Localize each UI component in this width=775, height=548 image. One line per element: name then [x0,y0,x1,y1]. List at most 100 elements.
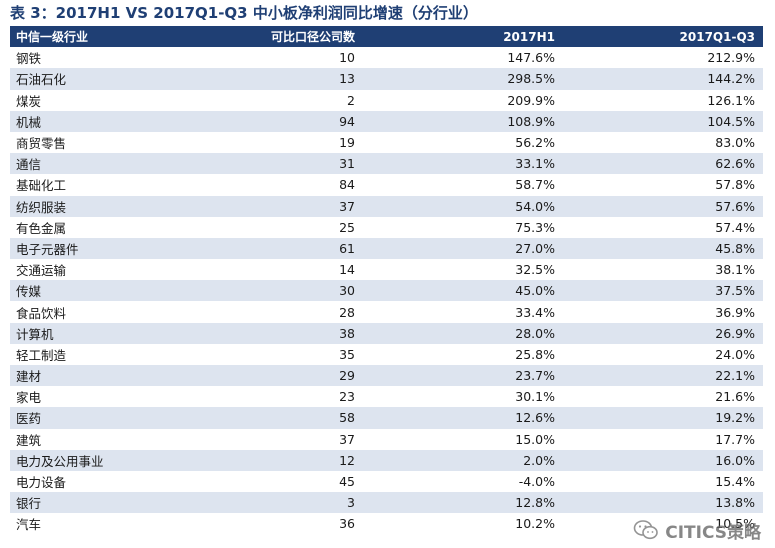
table-row: 电子元器件 61 27.0% 45.8% [10,237,763,260]
q1-q3-growth-cell: 17.7% [563,428,763,450]
company-count-cell: 28 [158,301,363,323]
industry-cell: 石油石化 [10,68,158,90]
h1-growth-cell: 75.3% [363,216,563,238]
q1-q3-growth-cell: 144.2% [563,68,763,90]
q1-q3-growth-cell: 21.6% [563,386,763,408]
table-row: 商贸零售 19 56.2% 83.0% [10,131,763,154]
company-count-cell: 2 [158,89,363,111]
h1-growth-cell: 298.5% [363,68,563,90]
industry-cell: 家电 [10,386,158,408]
company-count-cell: 12 [158,449,363,471]
table-row: 轻工制造 35 25.8% 24.0% [10,343,763,365]
company-count-cell: 23 [158,386,363,408]
industry-cell: 建筑 [10,428,158,450]
industry-cell: 煤炭 [10,89,158,111]
table-row: 医药 58 12.6% 19.2% [10,407,763,429]
industry-cell: 有色金属 [10,216,158,238]
table-row: 交通运输 14 32.5% 38.1% [10,259,763,281]
table-row: 建材 29 23.7% 22.1% [10,365,763,387]
table-row: 汽车 36 10.2% 10.5% [10,513,763,535]
data-table: 中信一级行业 可比口径公司数 2017H1 2017Q1-Q3 钢铁 10 147.… [10,26,763,535]
h1-growth-cell: 58.7% [363,174,563,196]
company-count-cell: 19 [158,131,363,154]
h1-growth-cell: -4.0% [363,470,563,493]
q1-q3-growth-cell: 19.2% [563,407,763,429]
company-count-cell: 84 [158,174,363,196]
h1-growth-cell: 10.2% [363,513,563,535]
q1-q3-growth-cell: 15.4% [563,470,763,493]
table-row: 电力设备 45 -4.0% 15.4% [10,470,763,493]
q1-q3-growth-cell: 24.0% [563,343,763,365]
industry-cell: 传媒 [10,280,158,302]
industry-cell: 基础化工 [10,174,158,196]
table-row: 有色金属 25 75.3% 57.4% [10,216,763,238]
table-row: 食品饮料 28 33.4% 36.9% [10,301,763,323]
h1-growth-cell: 15.0% [363,428,563,450]
industry-cell: 建材 [10,365,158,387]
industry-cell: 汽车 [10,513,158,535]
q1-q3-growth-cell: 26.9% [563,322,763,344]
table-title: 表 3：2017H1 VS 2017Q1-Q3 中小板净利润同比增速（分行业） [10,4,478,22]
company-count-cell: 13 [158,68,363,90]
table-row: 银行 3 12.8% 13.8% [10,492,763,514]
h1-growth-cell: 28.0% [363,322,563,344]
h1-growth-cell: 30.1% [363,386,563,408]
q1-q3-growth-cell: 36.9% [563,301,763,323]
h1-growth-cell: 33.1% [363,153,563,175]
h1-growth-cell: 209.9% [363,89,563,111]
h1-growth-cell: 12.6% [363,407,563,429]
company-count-cell: 45 [158,470,363,493]
table-row: 电力及公用事业 12 2.0% 16.0% [10,449,763,471]
column-header-industry: 中信一级行业 [10,26,158,48]
company-count-cell: 37 [158,195,363,217]
company-count-cell: 31 [158,153,363,175]
q1-q3-growth-cell: 10.5% [563,513,763,535]
company-count-cell: 30 [158,280,363,302]
industry-cell: 电子元器件 [10,237,158,260]
company-count-cell: 37 [158,428,363,450]
q1-q3-growth-cell: 212.9% [563,47,763,69]
q1-q3-growth-cell: 57.4% [563,216,763,238]
h1-growth-cell: 32.5% [363,259,563,281]
industry-cell: 钢铁 [10,47,158,69]
q1-q3-growth-cell: 13.8% [563,492,763,514]
h1-growth-cell: 27.0% [363,237,563,260]
industry-cell: 通信 [10,153,158,175]
q1-q3-growth-cell: 62.6% [563,153,763,175]
q1-q3-growth-cell: 57.8% [563,174,763,196]
industry-cell: 医药 [10,407,158,429]
q1-q3-growth-cell: 37.5% [563,280,763,302]
wechat-icon [633,520,659,540]
table-row: 基础化工 84 58.7% 57.8% [10,174,763,196]
company-count-cell: 58 [158,407,363,429]
h1-growth-cell: 25.8% [363,343,563,365]
h1-growth-cell: 45.0% [363,280,563,302]
table-row: 通信 31 33.1% 62.6% [10,153,763,175]
q1-q3-growth-cell: 83.0% [563,131,763,154]
q1-q3-growth-cell: 38.1% [563,259,763,281]
table-row: 纺织服装 37 54.0% 57.6% [10,195,763,217]
table-header-row: 中信一级行业 可比口径公司数 2017H1 2017Q1-Q3 [10,26,763,48]
h1-growth-cell: 2.0% [363,449,563,471]
h1-growth-cell: 108.9% [363,110,563,132]
industry-cell: 纺织服装 [10,195,158,217]
q1-q3-growth-cell: 22.1% [563,365,763,387]
company-count-cell: 35 [158,343,363,365]
table-row: 传媒 30 45.0% 37.5% [10,280,763,302]
table-row: 煤炭 2 209.9% 126.1% [10,89,763,111]
h1-growth-cell: 147.6% [363,47,563,69]
q1-q3-growth-cell: 57.6% [563,195,763,217]
column-header-2017q1-q3: 2017Q1-Q3 [563,26,763,48]
table-row: 石油石化 13 298.5% 144.2% [10,68,763,90]
industry-cell: 计算机 [10,322,158,344]
table-row: 钢铁 10 147.6% 212.9% [10,47,763,69]
h1-growth-cell: 54.0% [363,195,563,217]
company-count-cell: 36 [158,513,363,535]
watermark: CITICS策略 [633,518,761,543]
h1-growth-cell: 12.8% [363,492,563,514]
company-count-cell: 94 [158,110,363,132]
table-row: 家电 23 30.1% 21.6% [10,386,763,408]
h1-growth-cell: 33.4% [363,301,563,323]
table-row: 机械 94 108.9% 104.5% [10,110,763,132]
company-count-cell: 3 [158,492,363,514]
